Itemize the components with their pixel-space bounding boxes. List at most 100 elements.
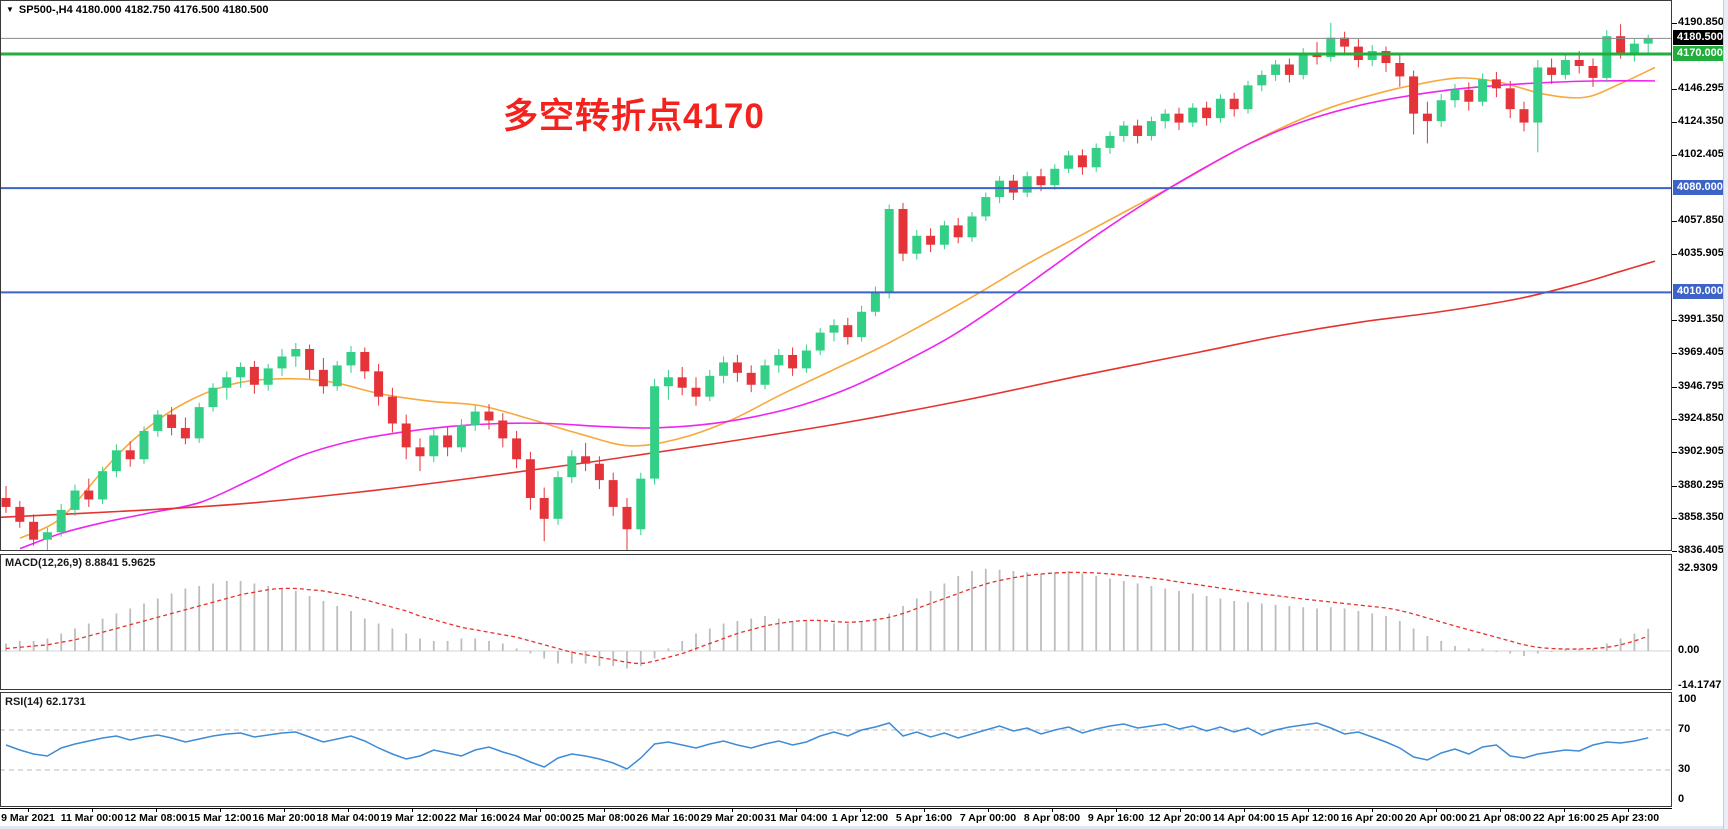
price-tick-label: 4146.295	[1678, 82, 1724, 95]
price-tick-dash	[1672, 320, 1677, 322]
candle-bear	[539, 497, 549, 519]
candle-bull	[939, 225, 949, 245]
candle-bear	[1036, 176, 1046, 186]
collapse-arrow-icon[interactable]: ▼	[6, 5, 14, 14]
price-tick-dash	[1672, 154, 1677, 156]
time-axis-tick	[1372, 808, 1373, 812]
macd-histogram-bar	[1012, 571, 1015, 651]
macd-histogram-bar	[874, 618, 877, 651]
rsi-indicator-label: RSI(14) 62.1731	[5, 696, 86, 708]
macd-histogram-bar	[681, 641, 684, 651]
price-tick-label: 4124.350	[1678, 115, 1724, 128]
candle-bear	[1008, 180, 1018, 193]
macd-panel-canvas[interactable]	[0, 554, 1672, 690]
time-axis-label: 7 Apr 00:00	[959, 812, 1017, 824]
macd-histogram-bar	[1440, 641, 1443, 651]
time-axis-tick	[1628, 808, 1629, 812]
macd-histogram-bar	[515, 648, 518, 651]
candle-bear	[1464, 89, 1474, 102]
macd-histogram-bar	[1247, 602, 1249, 651]
price-badge-4170.000: 4170.000	[1673, 46, 1728, 62]
macd-histogram-bar	[74, 628, 76, 651]
candle-bear	[1519, 109, 1529, 123]
candle-bull	[1450, 89, 1460, 101]
macd-histogram-bar	[267, 586, 270, 651]
macd-histogram-bar	[984, 568, 987, 651]
candle-bull	[1105, 135, 1115, 148]
rsi-panel-canvas[interactable]	[0, 692, 1672, 807]
macd-histogram-bar	[557, 651, 559, 664]
macd-histogram-bar	[1495, 651, 1498, 652]
candle-bear	[360, 351, 370, 372]
price-tick-label: 3858.350	[1678, 511, 1724, 524]
time-axis-tick	[668, 808, 669, 812]
macd-histogram-bar	[1523, 651, 1525, 656]
time-axis-label: 12 Apr 20:00	[1148, 812, 1212, 824]
macd-histogram-bar	[1536, 651, 1539, 654]
macd-histogram-bar	[1081, 573, 1084, 651]
candle-bull	[553, 477, 563, 519]
macd-histogram-bar	[998, 569, 1001, 651]
candle-bear	[1077, 155, 1087, 168]
macd-histogram-bar	[902, 606, 904, 651]
price-tick-label: 3991.350	[1678, 313, 1724, 326]
macd-histogram-bar	[1316, 608, 1318, 651]
macd-histogram-bar	[170, 593, 173, 651]
time-axis-tick	[924, 808, 925, 812]
macd-histogram-bar	[212, 583, 214, 651]
candle-bull	[1215, 98, 1225, 119]
main-chart-canvas[interactable]	[0, 0, 1672, 551]
time-axis-label: 9 Mar 2021	[1, 812, 55, 824]
price-tick-label: 4190.850	[1678, 16, 1724, 28]
candle-bear	[1547, 67, 1557, 75]
macd-histogram-bar	[46, 638, 49, 651]
macd-histogram-bar	[87, 623, 90, 651]
price-badge-4080.000: 4080.000	[1673, 180, 1728, 196]
candle-bull	[760, 365, 770, 385]
candle-bear	[1616, 36, 1626, 53]
price-tick-label: 3880.295	[1678, 478, 1724, 491]
macd-histogram-bar	[129, 608, 132, 651]
price-tick-dash	[1672, 551, 1677, 552]
candle-bear	[1505, 88, 1515, 110]
candle-bull	[1560, 60, 1570, 75]
macd-histogram-bar	[612, 651, 615, 666]
candle-bull	[774, 354, 784, 366]
macd-histogram-bar	[1633, 633, 1636, 651]
time-axis-label: 11 Mar 00:00	[60, 812, 124, 824]
time-axis-label: 16 Mar 20:00	[252, 812, 316, 824]
macd-histogram-bar	[1454, 646, 1456, 651]
time-axis-tick	[28, 808, 29, 812]
candle-bear	[305, 349, 315, 370]
macd-histogram-bar	[1578, 648, 1581, 651]
candle-bear	[525, 459, 535, 498]
macd-histogram-bar	[322, 601, 325, 651]
macd-histogram-bar	[819, 621, 822, 651]
price-tick-label: 3836.405	[1678, 544, 1724, 556]
candle-bull	[1533, 67, 1543, 123]
candle-bear	[898, 208, 908, 254]
time-axis-label: 31 Mar 04:00	[764, 812, 828, 824]
candle-bear	[1174, 113, 1184, 123]
time-axis-label: 21 Apr 08:00	[1468, 812, 1532, 824]
candle-bear	[1409, 76, 1419, 114]
macd-histogram-bar	[1026, 572, 1029, 651]
time-axis-tick	[220, 808, 221, 812]
candle-bear	[677, 377, 687, 388]
macd-histogram-bar	[1550, 651, 1553, 652]
macd-histogram-bar	[1329, 607, 1332, 651]
macd-histogram-bar	[239, 581, 242, 651]
candle-bear	[1491, 79, 1501, 89]
time-axis-label: 14 Apr 04:00	[1212, 812, 1276, 824]
macd-histogram-bar	[750, 618, 753, 651]
candle-bear	[1284, 64, 1294, 75]
macd-histogram-bar	[363, 618, 366, 651]
candle-bull	[346, 351, 356, 366]
candle-bull	[1064, 155, 1074, 169]
macd-histogram-bar	[253, 583, 256, 651]
macd-histogram-bar	[60, 633, 63, 651]
candle-bear	[1133, 125, 1143, 136]
time-axis-tick	[988, 808, 989, 812]
price-tick-dash	[1672, 23, 1677, 24]
macd-histogram-bar	[350, 611, 352, 651]
